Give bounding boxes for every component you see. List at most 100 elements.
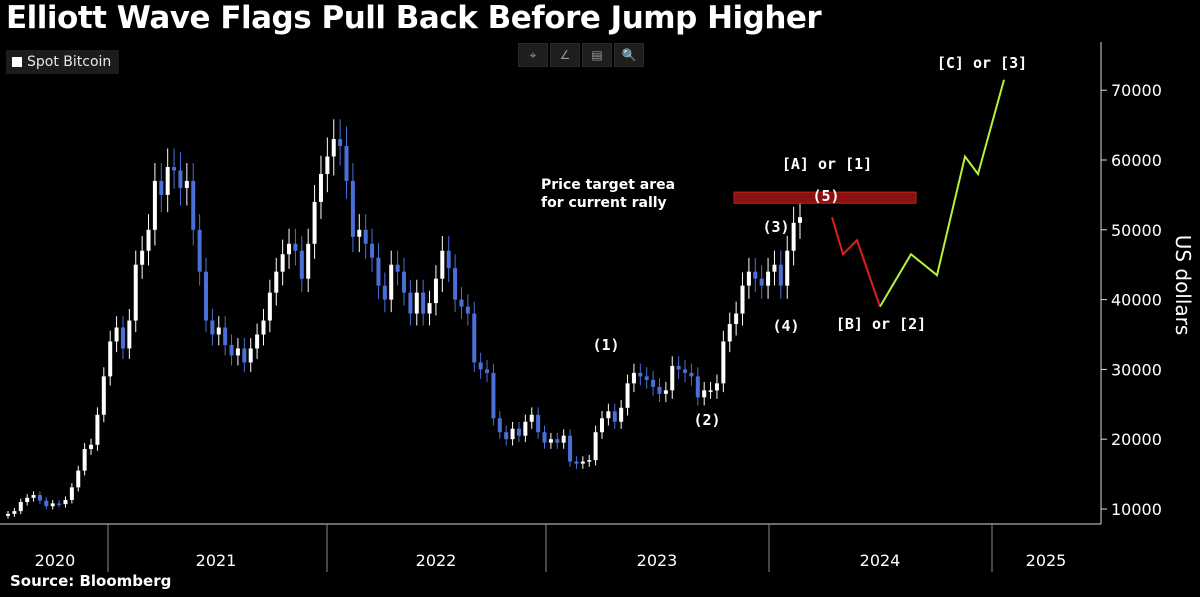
candle	[255, 323, 260, 359]
candle	[18, 498, 23, 515]
candle	[172, 148, 177, 189]
candle-body	[12, 511, 17, 514]
candle-body	[708, 390, 713, 392]
table-icon[interactable]: ▤	[582, 43, 612, 67]
candle-body	[63, 499, 68, 505]
candle	[580, 456, 585, 469]
candle	[248, 338, 253, 373]
candle	[152, 163, 157, 246]
candle-body	[37, 495, 42, 501]
candle-body	[395, 264, 400, 272]
candle	[638, 363, 643, 386]
candle-body	[363, 229, 368, 244]
candle	[261, 308, 266, 346]
legend[interactable]: Spot Bitcoin	[6, 50, 120, 74]
candle-body	[574, 461, 579, 464]
candle-body	[580, 461, 585, 464]
bearish-projection-line	[831, 216, 881, 307]
candle	[759, 265, 764, 299]
candle-body	[204, 271, 208, 321]
crosshair-icon[interactable]: ⌖	[518, 43, 548, 67]
candle-body	[350, 180, 355, 237]
candle-body	[293, 243, 298, 251]
x-tick-label: 2020	[35, 551, 76, 570]
x-tick-label: 2024	[860, 551, 901, 570]
candle	[612, 403, 617, 429]
zoom-icon[interactable]: 🔍	[614, 43, 644, 67]
candle	[657, 378, 662, 403]
y-tick-label: 30000	[1111, 360, 1162, 379]
candle-body	[523, 421, 528, 436]
candle	[44, 497, 49, 510]
candle	[350, 163, 355, 253]
wave-5-label: (5)	[812, 187, 839, 205]
chart-title: Elliott Wave Flags Pull Back Before Jump…	[6, 0, 822, 36]
candle-body	[76, 470, 81, 488]
candle	[644, 367, 649, 389]
candle-body	[50, 503, 55, 507]
candle	[210, 308, 215, 346]
x-tick-label: 2025	[1026, 551, 1067, 570]
candle	[548, 432, 553, 449]
candle	[133, 250, 138, 333]
candle	[702, 381, 707, 406]
candle	[433, 265, 438, 316]
candle-body	[453, 268, 458, 300]
candle	[510, 421, 515, 446]
candle	[338, 119, 343, 166]
candle-body	[69, 487, 74, 500]
candle-body	[95, 414, 100, 445]
candle-body	[491, 372, 496, 419]
draw-line-icon[interactable]: ∠	[550, 43, 580, 67]
candle-body	[702, 390, 707, 398]
candle	[216, 316, 221, 346]
candle-body	[389, 264, 394, 300]
candle-body	[280, 254, 285, 272]
candle-body	[759, 278, 764, 286]
candle	[127, 308, 132, 359]
candle-body	[542, 432, 547, 443]
candle-body	[101, 376, 106, 415]
wave-a-label: [A] or [1]	[782, 155, 872, 173]
candle-body	[229, 344, 234, 356]
candle	[267, 279, 272, 333]
candle	[574, 456, 579, 469]
candle-body	[421, 292, 426, 314]
candle	[242, 338, 247, 373]
x-tick-label: 2022	[416, 551, 457, 570]
candle-body	[791, 222, 796, 251]
candle	[274, 257, 279, 306]
candle-body	[331, 139, 336, 157]
candle	[76, 465, 81, 492]
candle-body	[312, 201, 317, 244]
candle-body	[216, 327, 221, 335]
candle	[753, 257, 758, 293]
candle-body	[651, 379, 656, 387]
chart-toolbar: ⌖ ∠ ▤ 🔍	[518, 43, 644, 67]
candle-body	[689, 372, 694, 377]
x-tick-label: 2023	[637, 551, 678, 570]
candle-body	[631, 372, 636, 384]
candle-body	[18, 502, 23, 512]
candle	[651, 370, 656, 396]
candle	[619, 400, 624, 429]
candle-body	[440, 250, 445, 279]
candle-body	[433, 278, 438, 304]
candle	[165, 148, 170, 213]
wave-4-label: (4)	[772, 317, 799, 335]
y-tick-label: 70000	[1111, 81, 1162, 100]
candle-body	[120, 327, 125, 349]
candle-body	[6, 513, 10, 516]
candle	[312, 184, 317, 259]
candle	[287, 228, 292, 269]
candle-body	[548, 439, 553, 443]
candle	[108, 330, 113, 386]
candle-body	[325, 156, 330, 174]
candle-body	[657, 386, 662, 394]
candle-body	[587, 460, 592, 462]
candle	[529, 407, 534, 429]
candle	[497, 411, 502, 439]
candle	[695, 367, 700, 406]
candle-body	[714, 383, 719, 391]
candle	[427, 290, 432, 326]
